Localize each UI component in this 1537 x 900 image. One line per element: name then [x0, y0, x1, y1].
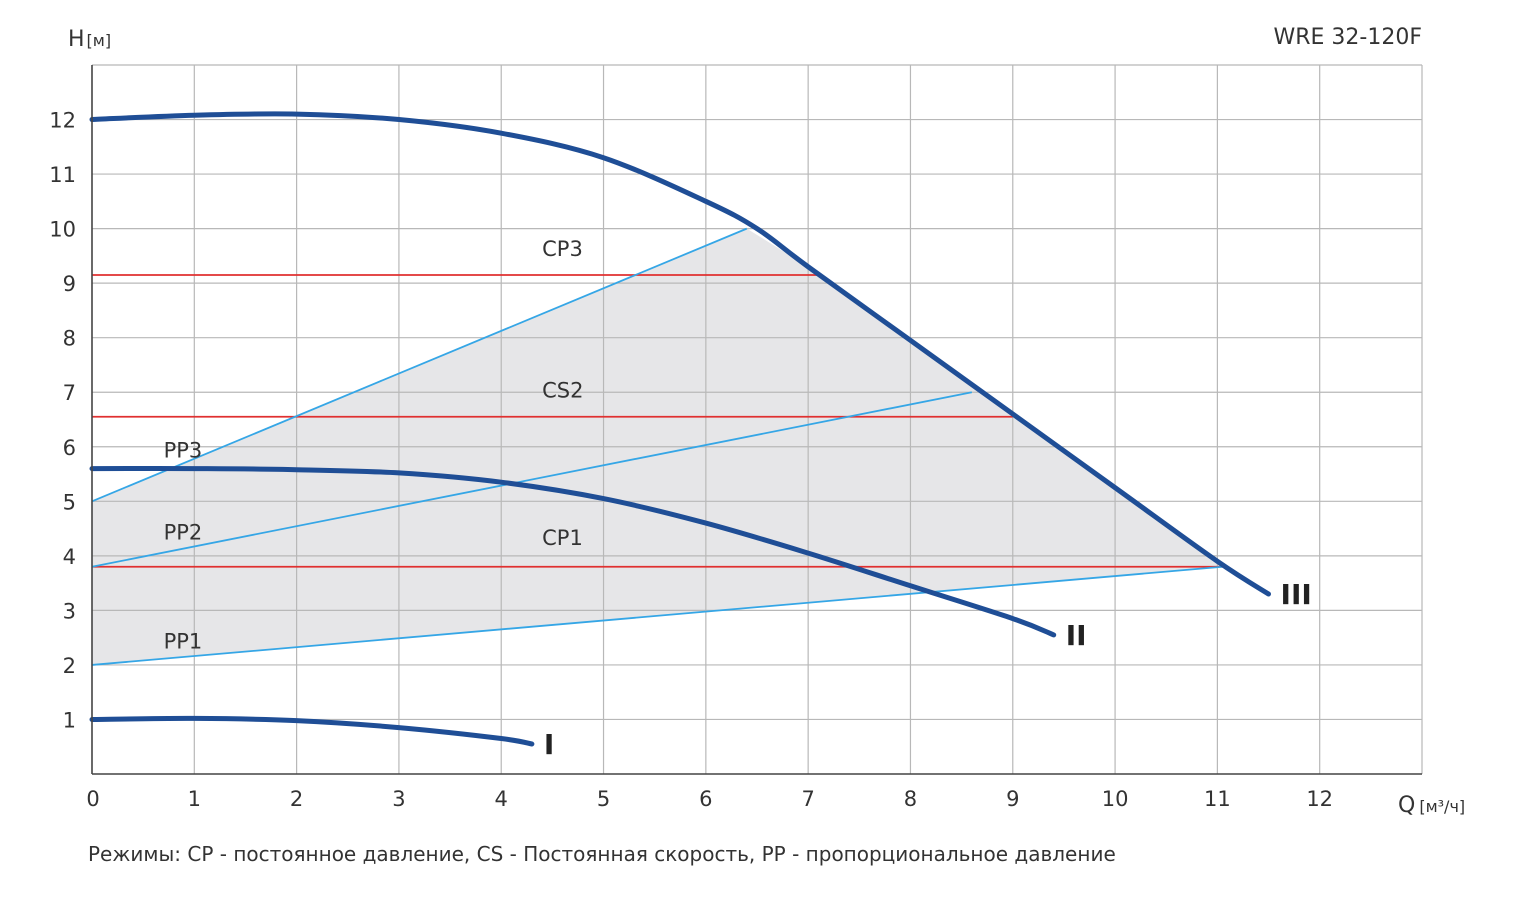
y-tick-label-9: 9: [63, 272, 76, 296]
y-tick-label-7: 7: [63, 381, 76, 405]
x-tick-label-6: 6: [699, 787, 712, 811]
modes-legend-note: Режимы: CP - постоянное давление, CS - П…: [88, 842, 1116, 866]
y-axis-label: Н: [68, 27, 85, 52]
mode-line-pp3: [91, 227, 748, 503]
y-tick-label-6: 6: [63, 436, 76, 460]
x-tick-label-11: 11: [1204, 787, 1231, 811]
y-axis-title: Н [м]: [68, 27, 111, 52]
y-tick-label-2: 2: [63, 654, 76, 678]
speed-curve-i: [89, 715, 535, 747]
speed-label-i: I: [544, 728, 554, 761]
y-tick-label-12: 12: [49, 109, 76, 133]
mode-label-pp2: PP2: [164, 520, 203, 544]
x-axis-title: Q [м³/ч]: [1398, 793, 1465, 818]
x-tick-label-8: 8: [904, 787, 917, 811]
origin-label: 0: [86, 787, 99, 811]
x-tick-label-9: 9: [1006, 787, 1019, 811]
speed-curve-iii: [89, 111, 1271, 597]
y-tick-label-5: 5: [63, 490, 76, 514]
speed-curves-layer: [89, 111, 1271, 747]
x-tick-label-4: 4: [495, 787, 508, 811]
mode-label-cs2: CS2: [542, 379, 583, 403]
chart-title: WRE 32-120F: [1273, 25, 1422, 50]
x-tick-label-10: 10: [1102, 787, 1129, 811]
mode-line-pp1: [91, 565, 1223, 666]
mode-label-pp1: PP1: [164, 630, 203, 654]
x-axis-label: Q: [1398, 793, 1415, 818]
y-tick-label-4: 4: [63, 545, 76, 569]
x-tick-label-1: 1: [188, 787, 201, 811]
y-axis-unit: [м]: [87, 31, 112, 50]
mode-label-cp3: CP3: [542, 237, 583, 261]
mode-label-cp1: CP1: [542, 526, 583, 550]
speed-label-ii: II: [1066, 619, 1087, 652]
mode-line-pp2: [91, 391, 973, 568]
mode-lines-layer: [91, 227, 1223, 666]
grid-layer: [92, 64, 1423, 774]
mode-label-pp3: PP3: [164, 439, 203, 463]
y-tick-label-1: 1: [63, 708, 76, 732]
y-tick-label-8: 8: [63, 327, 76, 351]
x-tick-label-5: 5: [597, 787, 610, 811]
speed-curve-ii: [89, 466, 1057, 638]
y-tick-label-3: 3: [63, 599, 76, 623]
x-tick-label-2: 2: [290, 787, 303, 811]
y-tick-label-10: 10: [49, 218, 76, 242]
speed-label-iii: III: [1281, 578, 1312, 611]
x-tick-label-3: 3: [392, 787, 405, 811]
y-tick-label-11: 11: [49, 163, 76, 187]
x-tick-label-12: 12: [1306, 787, 1333, 811]
x-axis-unit: [м³/ч]: [1419, 797, 1465, 816]
x-tick-label-7: 7: [801, 787, 814, 811]
